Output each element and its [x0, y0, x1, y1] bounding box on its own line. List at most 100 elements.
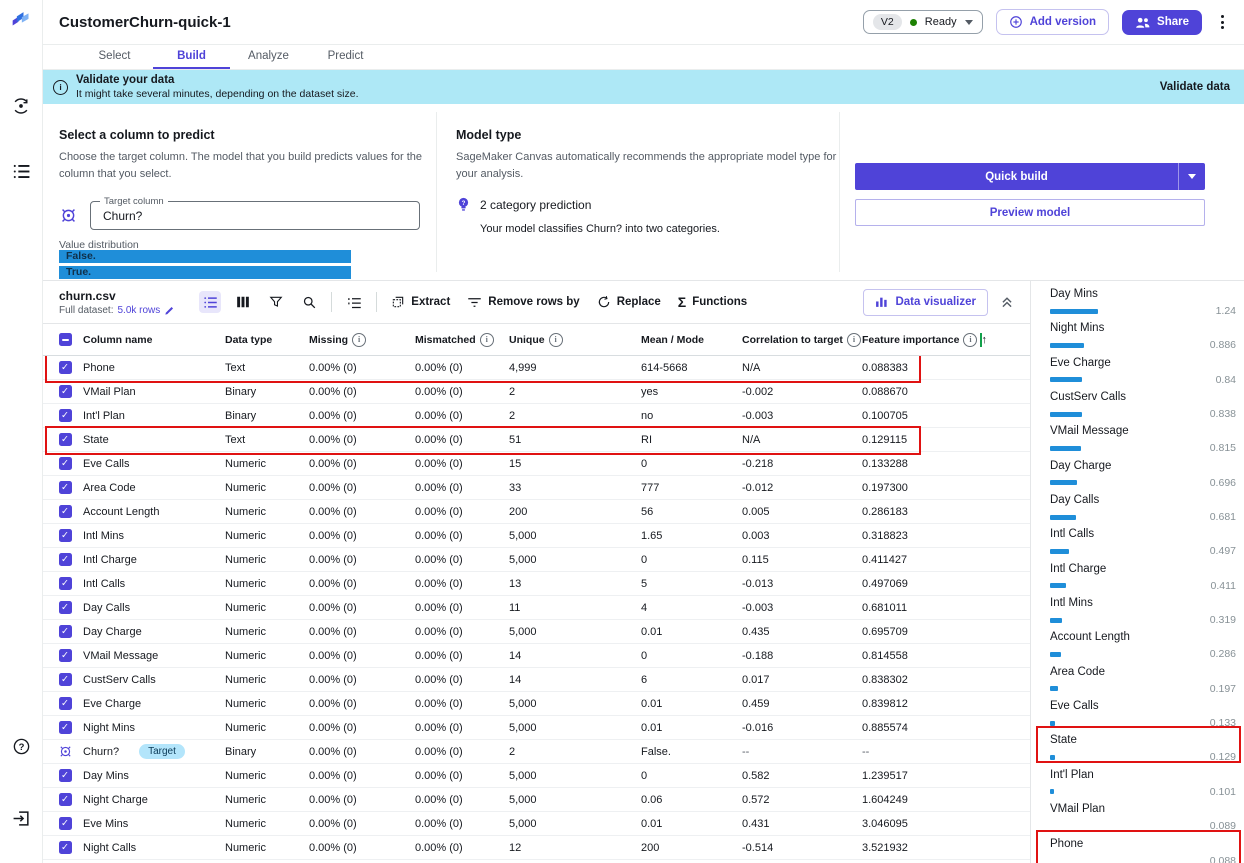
row-select-cell: ✓	[47, 817, 83, 830]
feature-importance-item: VMail Message 0.815	[1050, 422, 1236, 456]
row-checkbox[interactable]: ✓	[58, 793, 72, 806]
row-checkbox[interactable]: ✓	[58, 385, 72, 398]
row-checkbox[interactable]: ✓	[58, 649, 72, 662]
preview-model-button[interactable]: Preview model	[855, 199, 1205, 226]
unique-cell: 33	[509, 481, 522, 494]
tab-build[interactable]: Build	[153, 50, 230, 69]
feature-bar-row: 0.319	[1050, 614, 1236, 626]
mean-mode-cell: 0	[641, 553, 648, 566]
page-title: CustomerChurn-quick-1	[59, 13, 231, 31]
collapse-up-icon[interactable]	[1000, 295, 1014, 309]
row-checkbox[interactable]: ✓	[58, 505, 72, 518]
feature-bar	[1050, 651, 1061, 657]
data-visualizer-button[interactable]: Data visualizer	[863, 288, 988, 316]
version-selector[interactable]: V2 Ready	[862, 10, 983, 34]
row-checkbox[interactable]: ✓	[58, 457, 72, 470]
sort-up-arrow-icon[interactable]: ↑	[981, 333, 987, 346]
feature-label: Intl Charge	[1050, 562, 1107, 575]
share-button[interactable]: Share	[1122, 9, 1202, 35]
target-icon	[62, 209, 75, 222]
row-checkbox[interactable]: ✓	[58, 361, 72, 374]
info-icon[interactable]: i	[352, 332, 367, 347]
extract-button[interactable]: Extract	[391, 295, 450, 309]
feature-bar	[1050, 514, 1076, 520]
row-checkbox[interactable]: ✓	[58, 601, 72, 614]
quick-build-button[interactable]: Quick build	[855, 163, 1205, 190]
feature-bar-row: 0.286	[1050, 648, 1236, 660]
quick-build-dropdown[interactable]	[1178, 163, 1205, 190]
header-label: Correlation to target	[742, 333, 843, 346]
feature-bar-row: 0.84	[1050, 374, 1236, 386]
info-icon[interactable]: i	[548, 332, 563, 347]
row-checkbox[interactable]: ✓	[58, 769, 72, 782]
mean-mode-cell: 56	[641, 505, 654, 518]
feature-bar-row: 0.838	[1050, 408, 1236, 420]
feature-bar	[1050, 377, 1082, 383]
row-checkbox[interactable]: ✓	[58, 481, 72, 494]
data-type-cell: Numeric	[225, 697, 266, 710]
info-icon[interactable]: i	[479, 332, 494, 347]
tab-analyze[interactable]: Analyze	[248, 50, 289, 62]
row-checkbox[interactable]: ✓	[58, 529, 72, 542]
edit-pencil-icon[interactable]	[164, 305, 175, 316]
header-label: Data type	[225, 333, 273, 346]
search-icon[interactable]	[298, 291, 320, 313]
exit-canvas-icon[interactable]	[11, 808, 31, 828]
row-checkbox[interactable]: ✓	[58, 817, 72, 830]
target-column-input[interactable]: Target column Churn?	[90, 196, 420, 230]
row-checkbox[interactable]: ✓	[58, 673, 72, 686]
feature-label: Eve Charge	[1050, 356, 1111, 369]
info-icon[interactable]: i	[963, 332, 978, 347]
canvas-logo-icon[interactable]	[11, 8, 31, 28]
list-nav-icon[interactable]	[11, 161, 31, 181]
column-name-cell: State	[83, 434, 225, 446]
feature-bar-row: 0.133	[1050, 717, 1236, 729]
info-icon[interactable]: i	[846, 332, 861, 347]
mean-mode-cell: 200	[641, 841, 660, 854]
row-checkbox[interactable]: ✓	[58, 625, 72, 638]
feature-importance-cell: 0.411427	[862, 553, 908, 566]
replace-button[interactable]: Replace	[597, 295, 661, 309]
row-checkbox[interactable]: ✓	[58, 553, 72, 566]
more-options-menu[interactable]	[1215, 13, 1230, 31]
feature-importance-item: Day Calls 0.681	[1050, 491, 1236, 525]
functions-button[interactable]: Σ Functions	[677, 294, 748, 310]
column-name: Intl Charge	[83, 553, 137, 566]
data-type-cell: Numeric	[225, 625, 266, 638]
table-row: ✓ Day Charge Numeric 0.00% (0) 0.00% (0) 5,00…	[43, 620, 1030, 644]
tab-select[interactable]: Select	[98, 50, 131, 62]
feature-importance-cell: 0.088670	[862, 385, 908, 398]
list-view-icon[interactable]	[199, 291, 222, 313]
unique-cell: 5,000	[509, 721, 537, 734]
row-checkbox[interactable]: ✓	[58, 697, 72, 710]
row-select-cell: ✓	[47, 625, 83, 638]
feature-importance-item: Night Mins 0.886	[1050, 319, 1236, 353]
data-type-cell: Numeric	[225, 601, 266, 614]
row-checkbox[interactable]: ✓	[58, 841, 72, 854]
filter-icon[interactable]	[265, 291, 287, 313]
remove-rows-button[interactable]: Remove rows by	[467, 296, 580, 309]
feature-importance-cell: 0.695709	[862, 625, 908, 638]
check-mark: ✓	[61, 793, 69, 805]
table-row: ✓ Day Mins Numeric 0.00% (0) 0.00% (0) 5,000 0…	[43, 764, 1030, 788]
tab-predict[interactable]: Predict	[327, 50, 364, 62]
data-type-cell: Numeric	[225, 577, 266, 590]
feature-importance-item: CustServ Calls 0.838	[1050, 388, 1236, 422]
row-checkbox[interactable]: ✓	[58, 721, 72, 734]
rows-count-link[interactable]: 5.0k rows	[117, 304, 161, 316]
row-checkbox[interactable]: ✓	[58, 433, 72, 446]
help-icon[interactable]: ?	[11, 736, 31, 756]
add-version-button[interactable]: Add version	[995, 9, 1110, 35]
models-nav-icon[interactable]	[11, 96, 31, 116]
sort-list-icon[interactable]	[343, 291, 365, 313]
row-checkbox[interactable]: ✓	[58, 409, 72, 422]
chevron-down-icon	[964, 19, 973, 25]
row-checkbox[interactable]: ✓	[58, 577, 72, 590]
column-name: Night Charge	[83, 793, 148, 806]
validate-data-button[interactable]: Validate data	[1159, 81, 1230, 93]
grid-view-icon[interactable]	[232, 291, 254, 313]
mean-mode-cell: 0	[641, 649, 648, 662]
select-all-checkbox[interactable]	[58, 333, 72, 346]
feature-value: 0.497	[1209, 545, 1236, 558]
unique-cell: 11	[509, 601, 521, 614]
